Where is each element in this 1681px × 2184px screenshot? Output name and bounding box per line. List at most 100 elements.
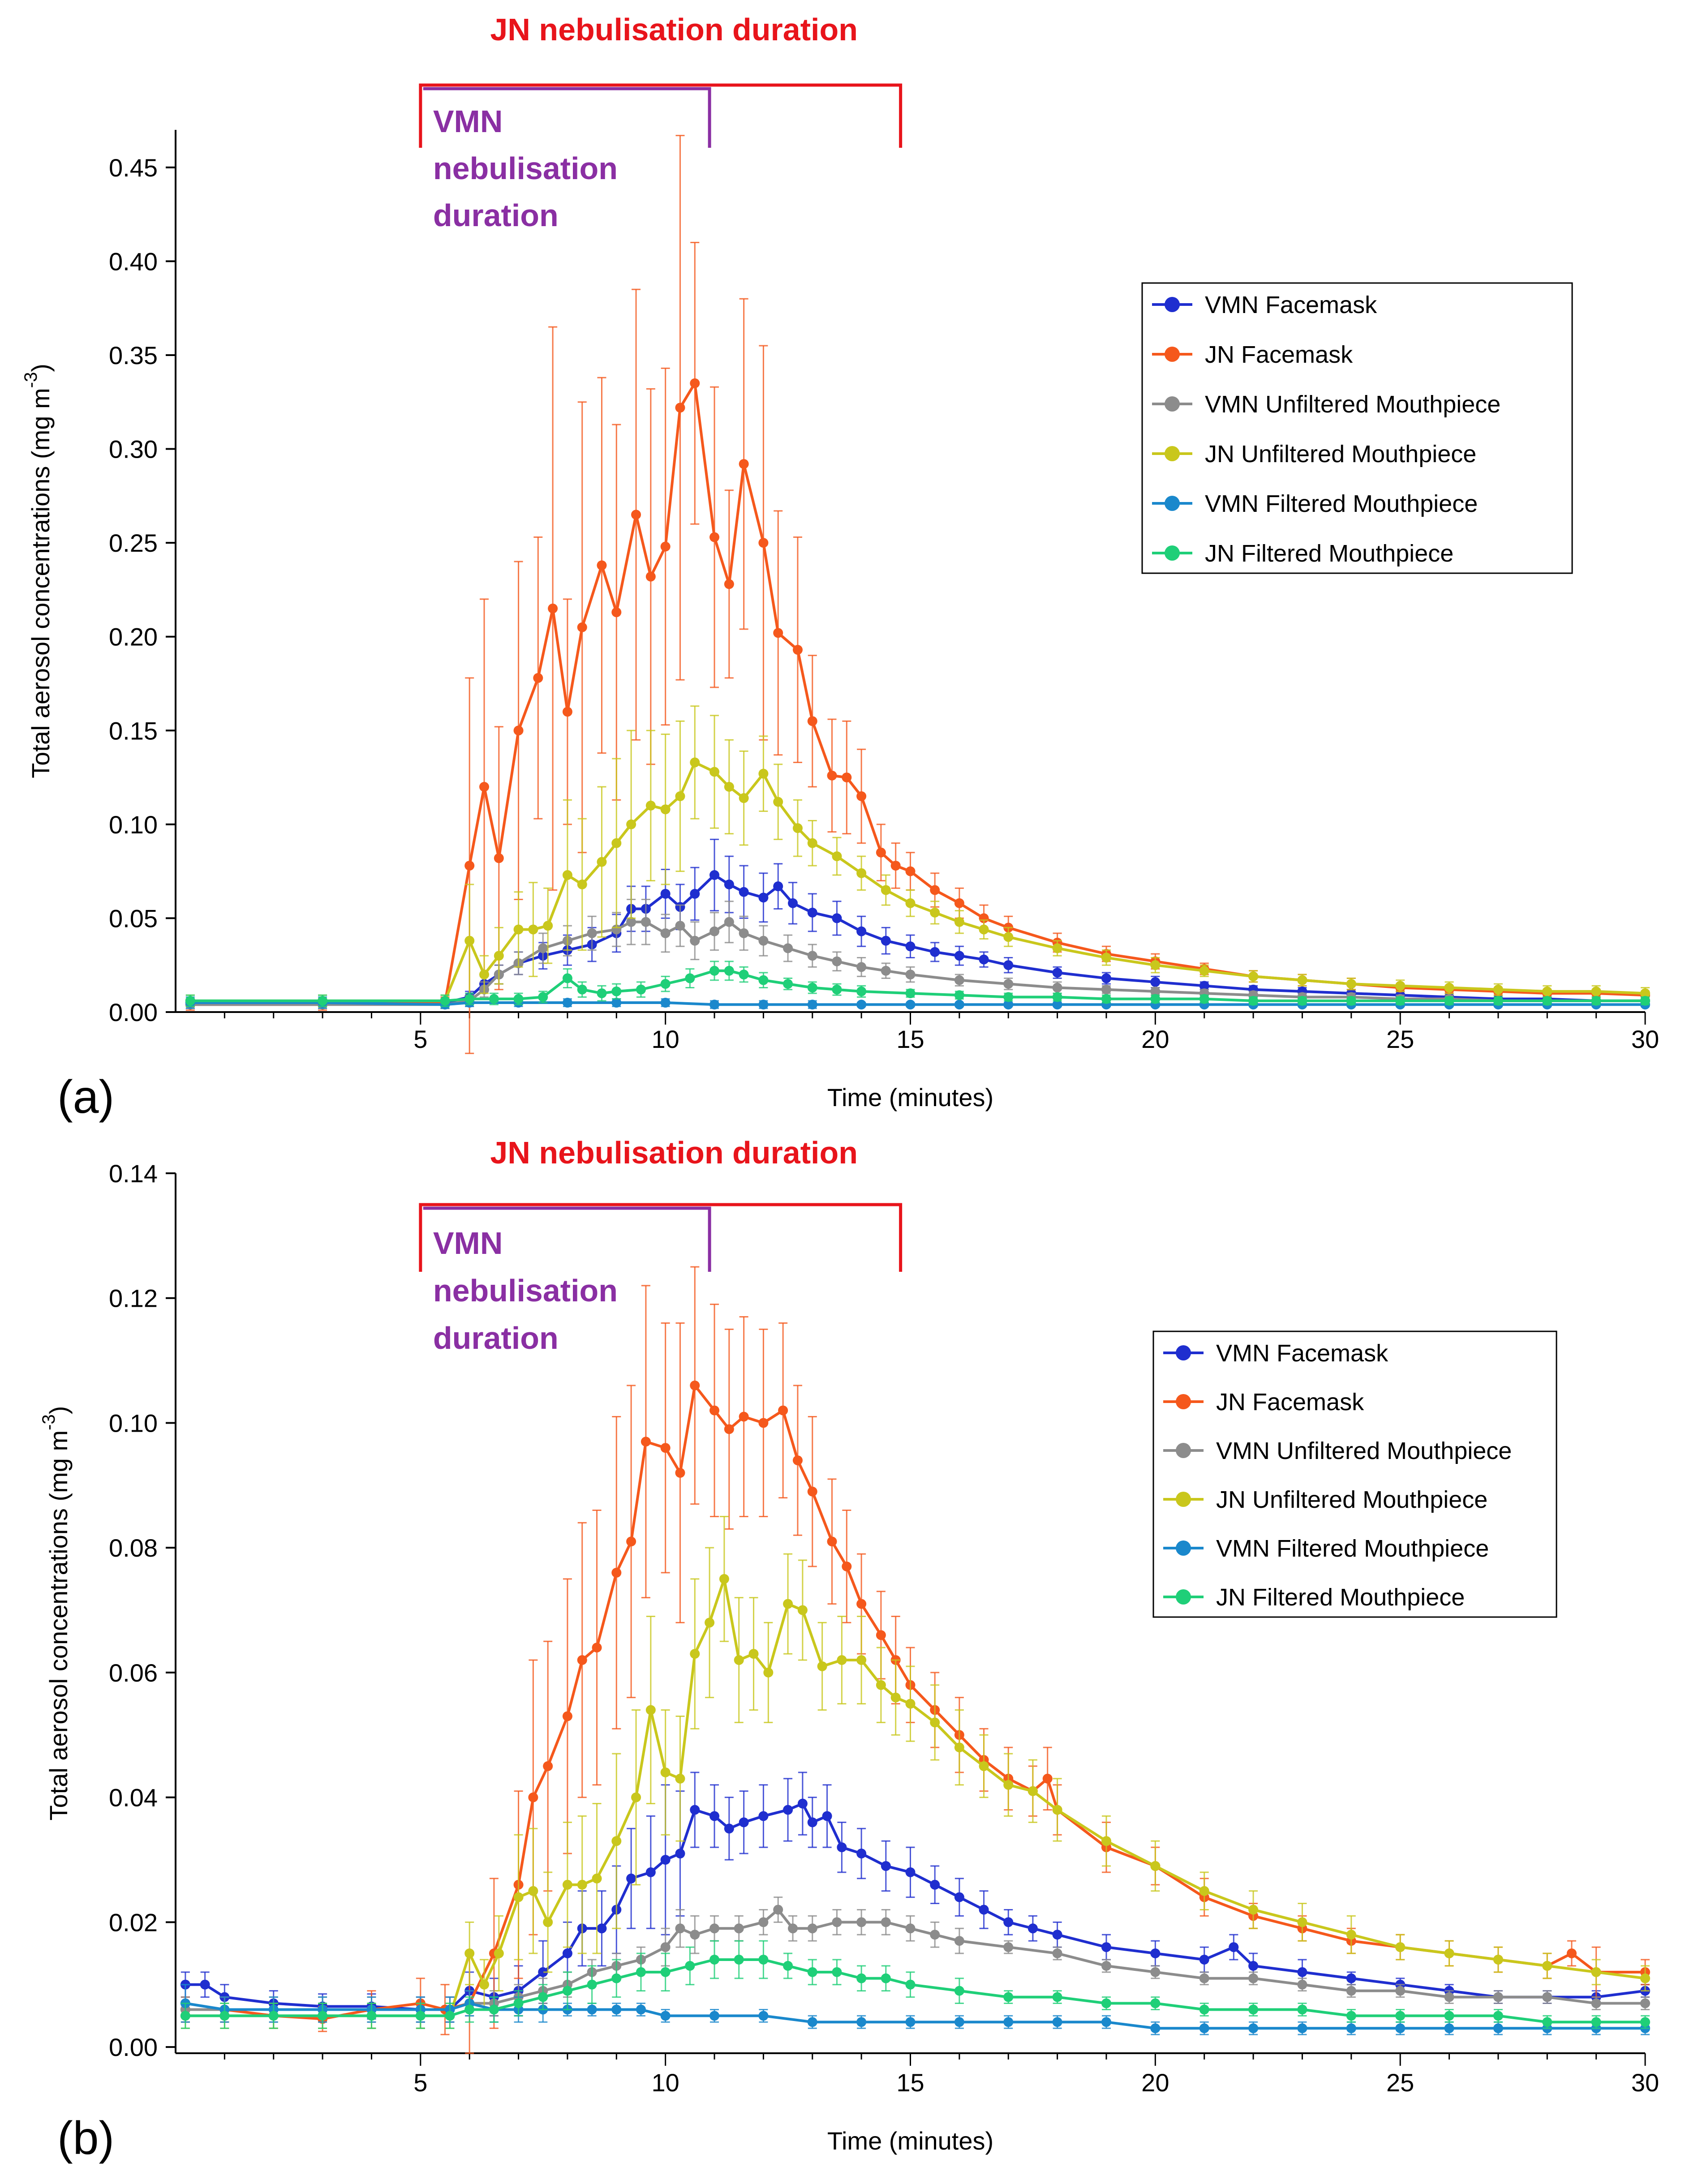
- data-point: [979, 954, 989, 965]
- data-point: [597, 988, 607, 999]
- data-point: [690, 1649, 700, 1659]
- data-point: [1199, 1954, 1209, 1965]
- data-point: [797, 1798, 808, 1809]
- data-point: [1444, 2011, 1454, 2021]
- data-point: [690, 935, 700, 946]
- data-point: [1297, 995, 1307, 1006]
- data-point: [709, 965, 720, 976]
- data-point: [807, 1923, 817, 1934]
- data-point: [1150, 2023, 1161, 2034]
- legend-swatch-marker: [1176, 1492, 1191, 1507]
- data-point: [930, 947, 940, 957]
- series-line: [190, 760, 1646, 1002]
- data-point: [807, 1817, 817, 1828]
- data-point: [562, 707, 572, 717]
- data-point: [724, 917, 734, 927]
- data-point: [739, 1412, 749, 1422]
- data-point: [876, 847, 886, 858]
- data-point: [675, 791, 685, 801]
- data-point: [905, 970, 916, 980]
- data-point: [528, 924, 538, 935]
- data-point: [783, 1805, 793, 1815]
- legend-entry: VMN Facemask: [1216, 1340, 1389, 1367]
- data-point: [1591, 995, 1601, 1006]
- data-point: [577, 879, 587, 889]
- data-point: [881, 1917, 891, 1927]
- legend-entry: VMN Filtered Mouthpiece: [1216, 1535, 1489, 1562]
- y-tick-label: 0.00: [109, 2033, 158, 2061]
- data-point: [513, 725, 524, 736]
- data-point: [538, 1967, 548, 1977]
- series-jn-filtered-mouthpiece: [180, 1940, 1650, 2029]
- legend-entry: JN Facemask: [1216, 1389, 1364, 1416]
- data-point: [876, 1680, 886, 1690]
- data-point: [538, 943, 548, 953]
- data-point: [832, 851, 842, 862]
- data-point: [724, 1824, 734, 1834]
- data-point: [577, 984, 587, 995]
- data-point: [856, 2017, 867, 2027]
- data-point: [611, 607, 622, 618]
- vmn-duration-label: duration: [433, 198, 559, 233]
- data-point: [562, 1711, 572, 1721]
- data-point: [528, 1886, 538, 1896]
- data-point: [1101, 1836, 1111, 1846]
- data-point: [709, 2011, 720, 2021]
- data-point: [1150, 977, 1161, 987]
- data-point: [685, 973, 695, 983]
- data-point: [626, 1536, 636, 1547]
- data-point: [445, 2011, 455, 2021]
- data-point: [660, 2011, 671, 2021]
- data-point: [1101, 994, 1111, 1004]
- legend-entry: VMN Filtered Mouthpiece: [1205, 490, 1478, 517]
- data-point: [905, 2017, 916, 2027]
- chart-panel-a: 0.00 0.05 0.10 0.15 0.20 0.25 0.30 0.35 0.40 0.45…: [21, 12, 1659, 1123]
- data-point: [611, 2004, 622, 2015]
- data-point: [1199, 994, 1209, 1004]
- data-point: [1003, 2017, 1014, 2027]
- data-point: [1444, 1948, 1454, 1959]
- series-jn-unfiltered-mouthpiece: [180, 1515, 1650, 2029]
- data-point: [930, 885, 940, 895]
- data-point: [783, 943, 793, 953]
- data-point: [562, 870, 572, 880]
- data-point: [856, 1655, 867, 1665]
- data-point: [758, 892, 769, 903]
- data-point: [577, 622, 587, 632]
- data-point: [758, 1418, 769, 1428]
- data-point: [954, 2017, 964, 2027]
- data-point: [807, 716, 817, 726]
- data-point: [1444, 983, 1454, 993]
- data-point: [592, 1873, 602, 1884]
- y-tick-label: 0.20: [109, 623, 158, 651]
- y-axis-title-main: Total aerosol concentrations (mg m: [26, 388, 55, 778]
- data-point: [464, 994, 475, 1004]
- data-point: [1101, 1998, 1111, 2008]
- data-point: [528, 1792, 538, 1802]
- data-point: [905, 898, 916, 908]
- data-point: [597, 1923, 607, 1934]
- data-point: [1542, 995, 1552, 1006]
- data-point: [1395, 1942, 1406, 1952]
- data-point: [822, 1811, 832, 1821]
- y-tick-label: 0.04: [109, 1784, 158, 1812]
- data-point: [1199, 1973, 1209, 1983]
- data-point: [185, 995, 195, 1006]
- legend-swatch-marker: [1165, 446, 1180, 461]
- y-tick-label: 0.15: [109, 717, 158, 745]
- data-point: [832, 913, 842, 923]
- data-point: [597, 857, 607, 867]
- data-point: [773, 797, 783, 807]
- data-point: [562, 1986, 572, 1996]
- data-point: [792, 823, 803, 833]
- legend-entry: VMN Facemask: [1205, 292, 1377, 318]
- data-point: [827, 1536, 837, 1547]
- data-point: [905, 1000, 916, 1010]
- series-jn-filtered-mouthpiece: [185, 961, 1650, 1007]
- data-point: [611, 1567, 622, 1578]
- data-point: [807, 907, 817, 918]
- data-point: [1346, 995, 1356, 1006]
- y-tick-label: 0.10: [109, 1409, 158, 1437]
- data-point: [788, 898, 798, 908]
